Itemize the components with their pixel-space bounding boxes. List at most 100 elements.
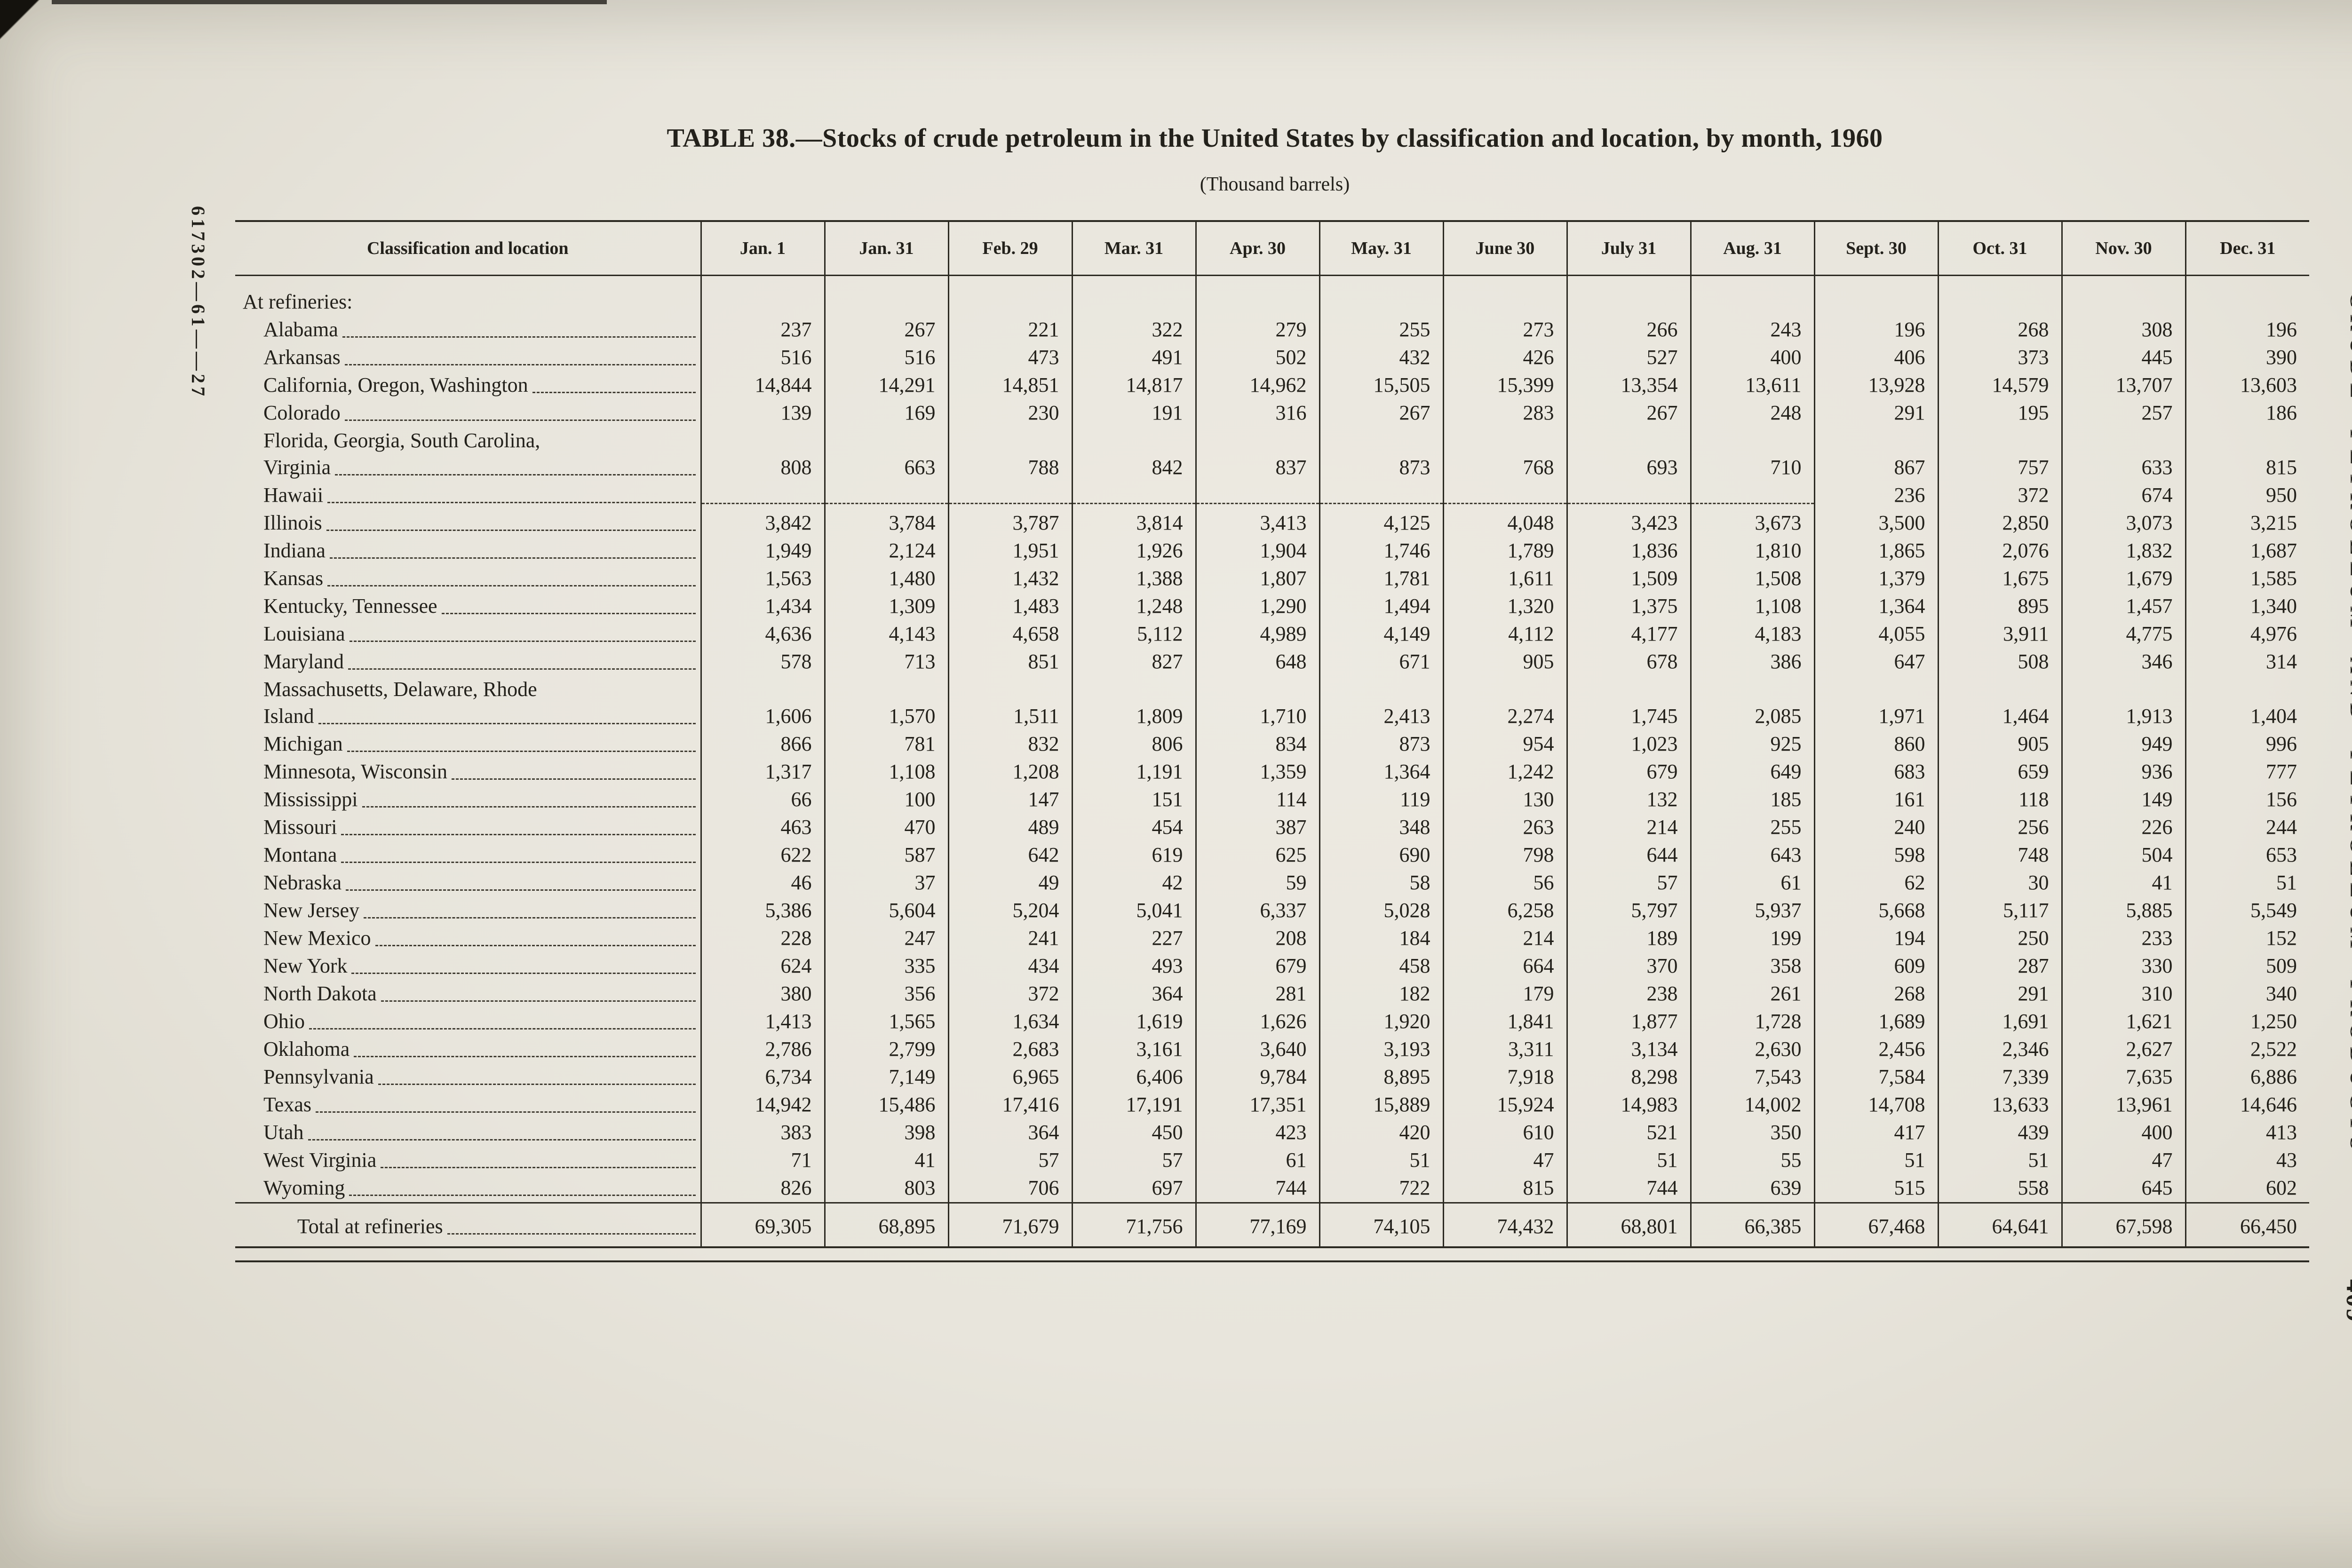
value-cell: 609 <box>1813 952 1938 980</box>
value-cell: 49 <box>947 869 1072 897</box>
value-cell: 873 <box>1319 730 1443 758</box>
value-cell: 358 <box>1690 952 1814 980</box>
value-cell: 241 <box>947 925 1072 952</box>
value-cell: 925 <box>1690 730 1814 758</box>
table-row: Kansas 1,563 1,480 1,432 1,388 1,807 1,781 1,61… <box>235 565 2309 593</box>
table-bottom-rule <box>235 1260 2309 1262</box>
value-cell: 1,480 <box>824 565 948 593</box>
table-row: Indiana 1,949 2,124 1,951 1,926 1,904 1,746 1,7… <box>235 537 2309 565</box>
table-row: Nebraska 46 37 49 42 59 58 56 57 61 62 30 41 51 <box>235 869 2309 897</box>
row-label: Nebraska <box>263 871 342 894</box>
row-label-cell: Oklahoma <box>235 1036 701 1063</box>
value-cell: 516 <box>824 344 948 372</box>
value-cell: 1,565 <box>824 1008 948 1036</box>
row-label: Ohio <box>263 1010 305 1033</box>
value-cell: 214 <box>1442 925 1567 952</box>
value-cell: 195 <box>1937 399 2062 427</box>
value-cell: 15,889 <box>1319 1091 1443 1119</box>
table-row: Ohio 1,413 1,565 1,634 1,619 1,626 1,920 1,841 1… <box>235 1008 2309 1036</box>
value-cell: 1,208 <box>947 758 1072 786</box>
value-cell: 15,924 <box>1442 1091 1567 1119</box>
value-cell <box>1195 275 1319 316</box>
value-cell: 316 <box>1195 399 1319 427</box>
row-label-cell: California, Oregon, Washington <box>235 372 701 399</box>
value-cell <box>1442 275 1567 316</box>
value-cell: 1,290 <box>1195 593 1319 620</box>
value-cell: 936 <box>2061 758 2185 786</box>
value-cell: 13,707 <box>2061 372 2185 399</box>
value-cell: 373 <box>1937 344 2062 372</box>
table-row: New Mexico 228 247 241 227 208 184 214 189 199 194… <box>235 925 2309 952</box>
value-cell: 842 <box>1071 427 1196 482</box>
value-cell: 527 <box>1566 344 1691 372</box>
value-cell: 13,603 <box>2185 372 2309 399</box>
value-cell: 3,413 <box>1195 509 1319 537</box>
row-label: Island <box>263 705 314 728</box>
value-cell: 41 <box>2061 869 2185 897</box>
value-cell: 1,585 <box>2185 565 2309 593</box>
value-cell: 1,379 <box>1813 565 1938 593</box>
value-cell: 949 <box>2061 730 2185 758</box>
value-cell: 602 <box>2185 1174 2309 1203</box>
value-cell: 439 <box>1937 1119 2062 1147</box>
value-cell: 37 <box>824 869 948 897</box>
value-cell: 230 <box>947 399 1072 427</box>
row-label: Alabama <box>263 318 338 341</box>
value-cell: 1,971 <box>1813 676 1938 730</box>
row-label-cell: Nebraska <box>235 869 701 897</box>
value-cell: 189 <box>1566 925 1691 952</box>
value-cell: 267 <box>1566 399 1691 427</box>
table-row: Colorado 139 169 230 191 316 267 283 267 248 291 19… <box>235 399 2309 427</box>
value-cell: 1,509 <box>1566 565 1691 593</box>
value-cell: 248 <box>1690 399 1814 427</box>
row-label-cell: Kansas <box>235 565 701 593</box>
dotted-leader <box>351 973 696 974</box>
value-cell: 151 <box>1071 786 1196 814</box>
value-cell: 372 <box>1937 482 2062 509</box>
value-cell: 420 <box>1319 1119 1443 1147</box>
dotted-leader <box>344 364 696 365</box>
value-cell: 1,621 <box>2061 1008 2185 1036</box>
value-cell: 674 <box>2061 482 2185 509</box>
value-cell: 69,305 <box>700 1202 825 1248</box>
value-cell: 806 <box>1071 730 1196 758</box>
value-cell: 13,961 <box>2061 1091 2185 1119</box>
value-cell: 14,579 <box>1937 372 2062 399</box>
value-cell: 256 <box>1937 814 2062 841</box>
value-cell: 1,434 <box>700 593 825 620</box>
table-row: California, Oregon, Washington 14,844 14,2… <box>235 372 2309 399</box>
value-cell: 348 <box>1319 814 1443 841</box>
value-cell: 74,105 <box>1319 1202 1443 1248</box>
value-cell: 1,781 <box>1319 565 1443 593</box>
table-row: New Jersey 5,386 5,604 5,204 5,041 6,337 5,028… <box>235 897 2309 925</box>
value-cell: 4,976 <box>2185 620 2309 648</box>
value-cell: 4,183 <box>1690 620 1814 648</box>
value-cell: 832 <box>947 730 1072 758</box>
value-cell: 450 <box>1071 1119 1196 1147</box>
value-cell: 644 <box>1566 841 1691 869</box>
value-cell: 314 <box>2185 648 2309 676</box>
column-header-month: July 31 <box>1566 221 1691 276</box>
value-cell: 3,814 <box>1071 509 1196 537</box>
value-cell: 2,085 <box>1690 676 1814 730</box>
value-cell: 867 <box>1813 427 1938 482</box>
table-row: Missouri 463 470 489 454 387 348 263 214 255 240 25… <box>235 814 2309 841</box>
section-row: At refineries: <box>235 275 2309 317</box>
value-cell: 244 <box>2185 814 2309 841</box>
value-cell: 2,630 <box>1690 1036 1814 1063</box>
value-cell: 598 <box>1813 841 1938 869</box>
dotted-leader <box>349 641 696 642</box>
value-cell: 1,877 <box>1566 1008 1691 1036</box>
row-label-cell: At refineries: <box>235 276 701 317</box>
value-cell: 55 <box>1690 1147 1814 1174</box>
column-header-month: Feb. 29 <box>947 221 1072 276</box>
dotted-leader <box>346 889 696 891</box>
value-cell: 1,108 <box>1690 593 1814 620</box>
value-cell: 1,457 <box>2061 593 2185 620</box>
value-cell: 14,002 <box>1690 1091 1814 1119</box>
value-cell: 2,799 <box>824 1036 948 1063</box>
table-row: Arkansas 516 516 473 491 502 432 426 527 400 406 37… <box>235 344 2309 372</box>
value-cell: 196 <box>1813 316 1938 344</box>
value-cell: 1,340 <box>2185 593 2309 620</box>
